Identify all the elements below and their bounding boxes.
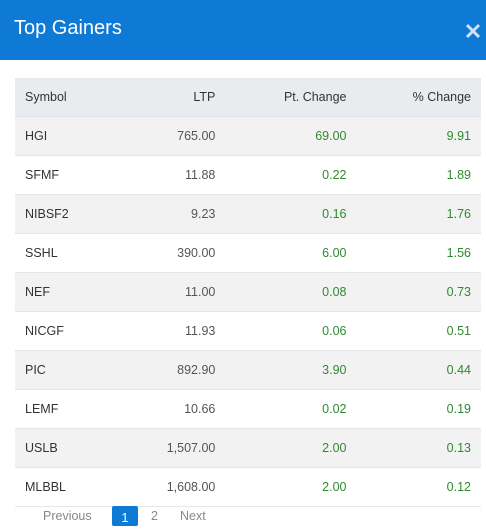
table-row: MLBBL 1,608.00 2.00 0.12: [15, 467, 481, 507]
table-cell: 0.08: [225, 272, 357, 312]
table-cell: 11.00: [116, 272, 226, 312]
table-cell: 0.12: [356, 467, 481, 507]
modal-title: Top Gainers: [14, 17, 122, 39]
table-cell: 11.93: [116, 311, 226, 351]
table-cell: 10.66: [116, 389, 226, 429]
table-cell: LEMF: [15, 389, 117, 429]
table-cell: NEF: [15, 272, 117, 312]
table-cell: 11.88: [116, 155, 226, 195]
table-cell: 0.51: [356, 311, 481, 351]
table-row: PIC 892.90 3.90 0.44: [15, 350, 481, 390]
table-cell: NICGF: [15, 311, 117, 351]
table-cell: 1,608.00: [116, 467, 226, 507]
table-cell: 0.06: [225, 311, 357, 351]
pagination: Previous 1 2 Next: [0, 506, 486, 526]
table-cell: 2.00: [225, 467, 357, 507]
table-row: SSHL 390.00 6.00 1.56: [15, 233, 481, 273]
table-cell: 9.23: [116, 194, 226, 234]
table-cell: SSHL: [15, 233, 117, 273]
column-header: Pt. Change: [225, 78, 357, 117]
table-cell: 892.90: [116, 350, 226, 390]
previous-button[interactable]: Previous: [43, 509, 92, 523]
table-cell: NIBSF2: [15, 194, 117, 234]
table-cell: 69.00: [225, 116, 357, 156]
table-cell: 1,507.00: [116, 428, 226, 468]
table-cell: PIC: [15, 350, 117, 390]
column-header: % Change: [356, 78, 481, 117]
table-cell: 0.13: [356, 428, 481, 468]
table-cell: MLBBL: [15, 467, 117, 507]
table-cell: 0.44: [356, 350, 481, 390]
table-cell: 6.00: [225, 233, 357, 273]
table-cell: 0.73: [356, 272, 481, 312]
close-button[interactable]: [465, 23, 481, 39]
column-header: Symbol: [15, 78, 117, 117]
header-row: Symbol LTP Pt. Change% Change: [15, 78, 481, 117]
table-row: SFMF 11.88 0.22 1.89: [15, 155, 481, 195]
table-cell: 3.90: [225, 350, 357, 390]
table-cell: 0.02: [225, 389, 357, 429]
table-cell: USLB: [15, 428, 117, 468]
table-cell: 2.00: [225, 428, 357, 468]
column-header: LTP: [116, 78, 226, 117]
next-button[interactable]: Next: [180, 509, 206, 523]
table-cell: 0.22: [225, 155, 357, 195]
table-row: USLB 1,507.00 2.00 0.13: [15, 428, 481, 468]
page-button[interactable]: 1: [112, 506, 138, 526]
table-row: HGI 765.00 69.00 9.91: [15, 116, 481, 156]
table-cell: 0.19: [356, 389, 481, 429]
table-cell: 1.89: [356, 155, 481, 195]
table-cell: 9.91: [356, 116, 481, 156]
table-cell: 390.00: [116, 233, 226, 273]
table-cell: 765.00: [116, 116, 226, 156]
table-cell: SFMF: [15, 155, 117, 195]
table-row: LEMF 10.66 0.02 0.19: [15, 389, 481, 429]
modal-header: Top Gainers: [0, 0, 486, 60]
table-cell: 1.56: [356, 233, 481, 273]
table-cell: HGI: [15, 116, 117, 156]
table-row: NIBSF2 9.23 0.16 1.76: [15, 194, 481, 234]
table-row: NICGF 11.93 0.06 0.51: [15, 311, 481, 351]
table-cell: 1.76: [356, 194, 481, 234]
table-cell: 0.16: [225, 194, 357, 234]
gainers-table: Symbol LTP Pt. Change% Change HGI 765.00 69.…: [15, 78, 481, 507]
page-button[interactable]: 2: [151, 509, 158, 523]
table-row: NEF 11.00 0.08 0.73: [15, 272, 481, 312]
